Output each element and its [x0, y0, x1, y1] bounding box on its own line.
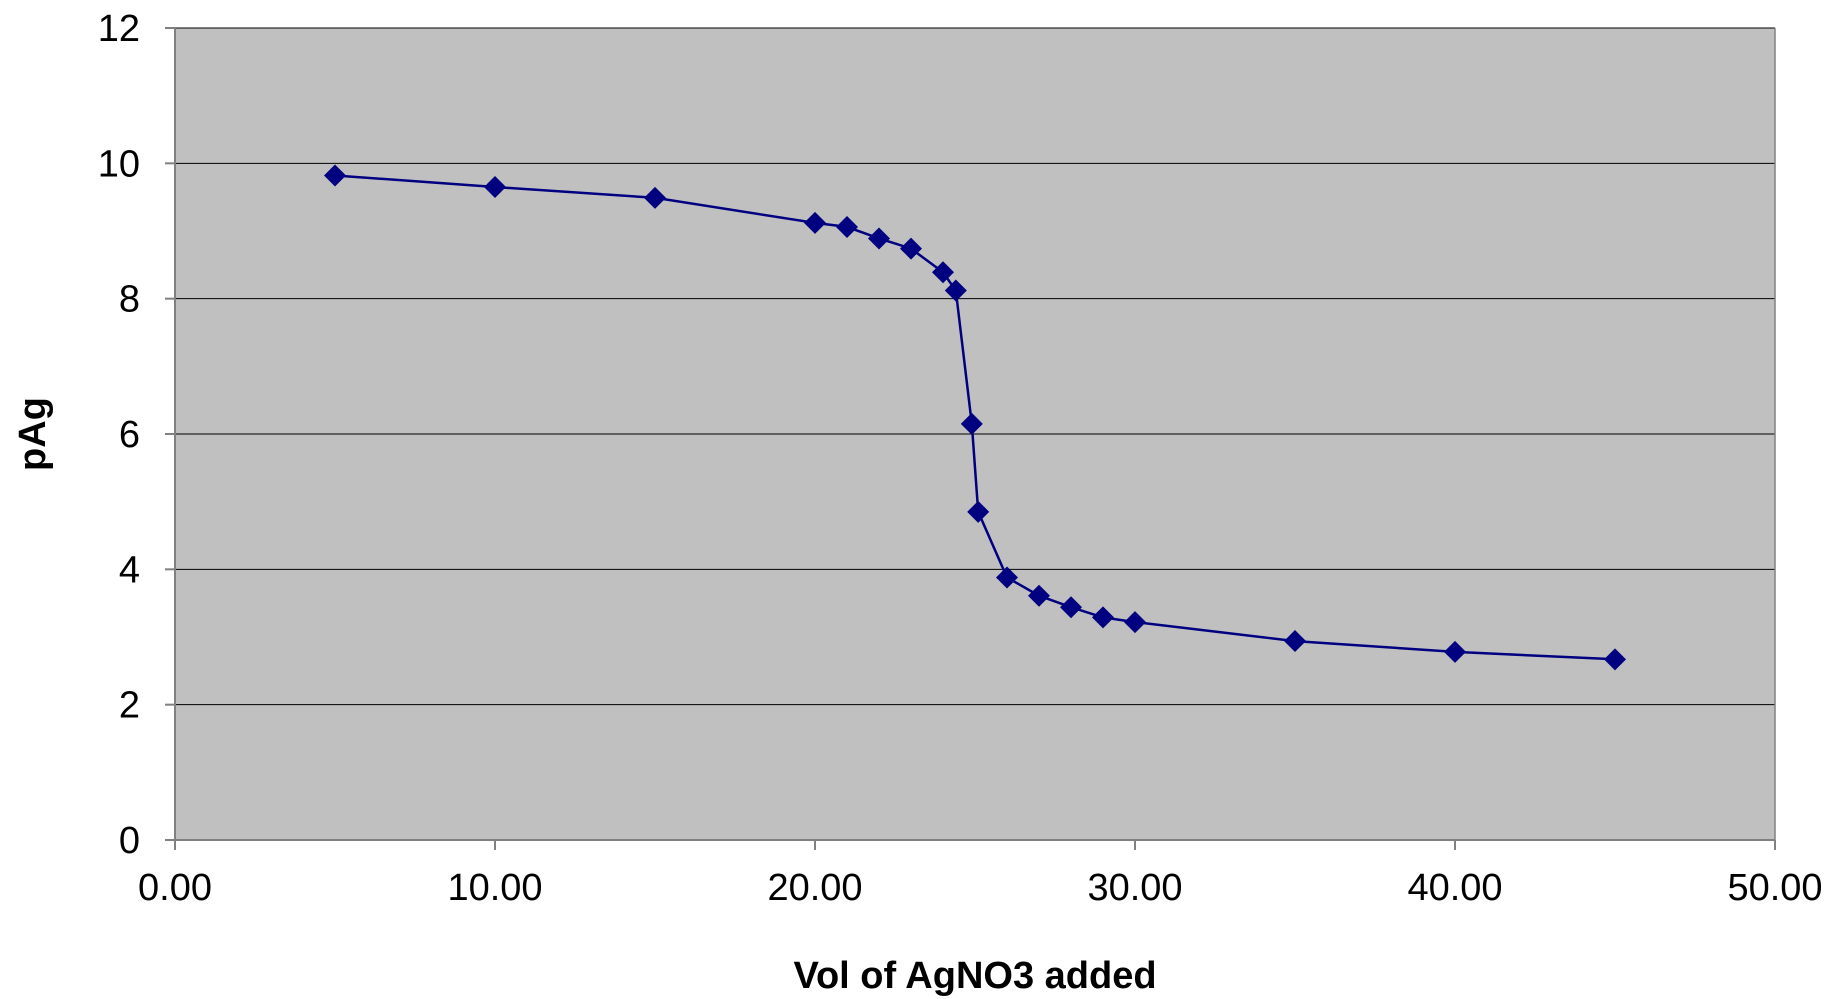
- data-point: [868, 227, 890, 250]
- data-point: [1284, 630, 1306, 653]
- y-tick-label: 0: [119, 820, 140, 862]
- y-tick-label: 6: [119, 414, 140, 456]
- data-point: [1604, 648, 1626, 671]
- gridlines: [175, 27, 1775, 706]
- data-point: [932, 261, 954, 284]
- data-point: [960, 412, 983, 435]
- y-tick-label: 2: [119, 685, 140, 727]
- data-point: [1028, 584, 1050, 607]
- x-tick-label: 30.00: [1087, 867, 1182, 909]
- y-axis-ticks: 0 2 4 6 8 10 12: [98, 8, 175, 862]
- x-tick-label: 0.00: [138, 867, 212, 909]
- y-tick-label: 8: [119, 279, 140, 321]
- data-point: [944, 279, 967, 302]
- data-point: [484, 176, 506, 199]
- y-tick-label: 4: [119, 549, 140, 591]
- y-tick-label: 10: [98, 143, 140, 185]
- data-point: [900, 237, 922, 260]
- data-point: [324, 164, 346, 187]
- x-tick-label: 10.00: [447, 867, 542, 909]
- x-tick-label: 20.00: [767, 867, 862, 909]
- data-point: [967, 500, 990, 523]
- data-point: [1060, 596, 1082, 619]
- data-point: [836, 215, 858, 238]
- data-point: [1444, 640, 1466, 663]
- y-tick-label: 12: [98, 8, 140, 50]
- data-point: [804, 211, 826, 234]
- data-point: [644, 186, 666, 209]
- data-point: [1124, 611, 1146, 634]
- data-point: [1092, 606, 1114, 629]
- series-markers: [324, 164, 1626, 671]
- x-axis-ticks: 0.00 10.00 20.00 30.00 40.00 50.00: [138, 840, 1823, 909]
- x-tick-label: 50.00: [1727, 867, 1822, 909]
- y-axis-title: pAg: [12, 397, 54, 471]
- x-tick-label: 40.00: [1407, 867, 1502, 909]
- data-point: [996, 566, 1018, 589]
- x-axis-title: Vol of AgNO3 added: [793, 955, 1156, 997]
